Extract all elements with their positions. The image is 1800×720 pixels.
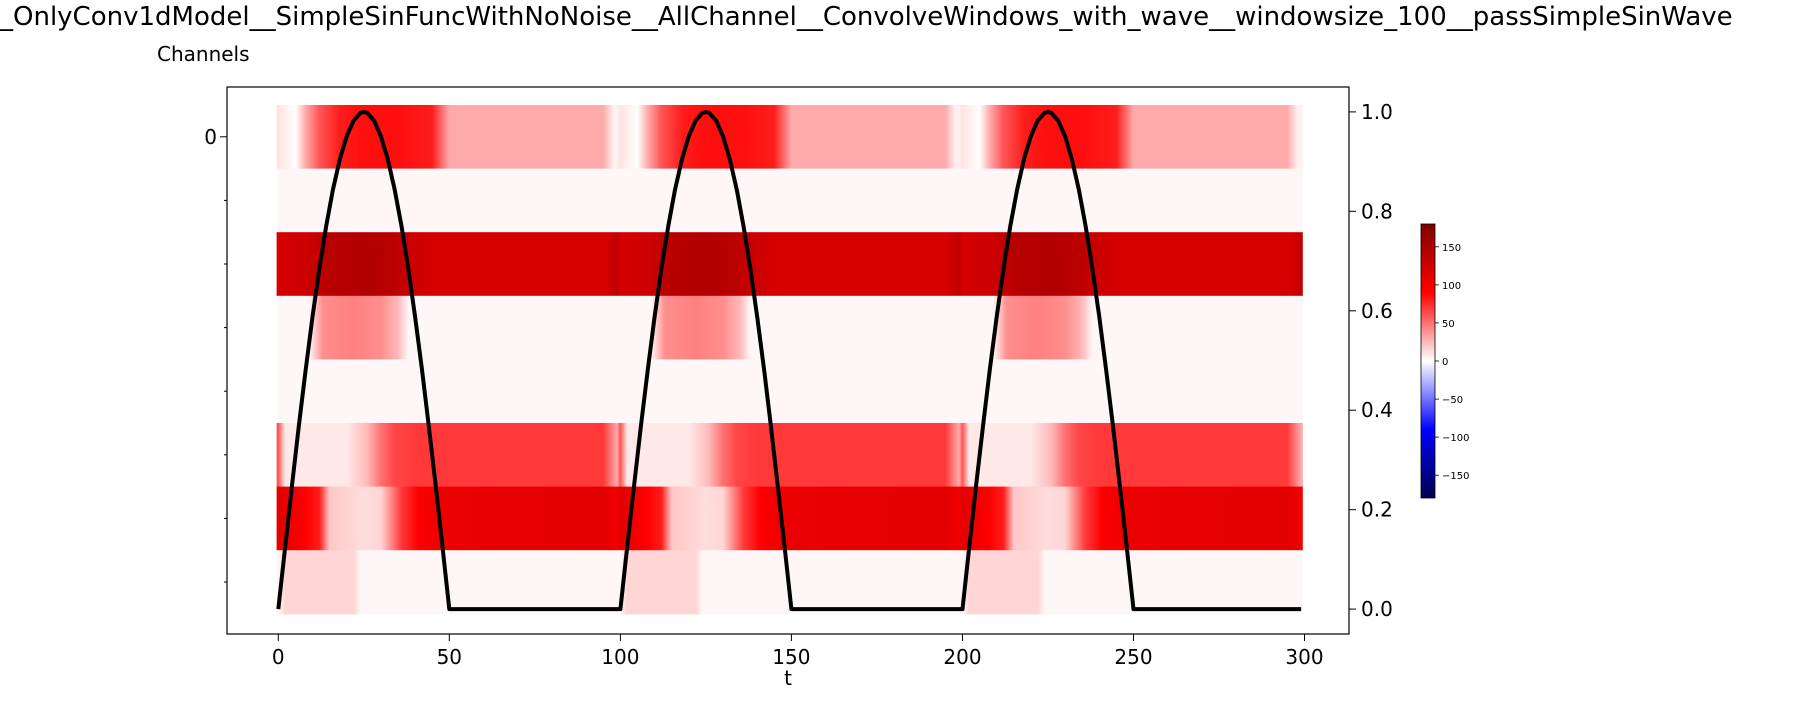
- colorbar-gradient: [1420, 223, 1436, 499]
- heatmap-band-channel-6: [276, 486, 1303, 551]
- y-axis-left: 0: [204, 125, 227, 583]
- x-tick-label: 250: [1114, 645, 1152, 669]
- heatmap-band-channel-3: [276, 295, 1303, 360]
- heatmap-band-channel-4: [276, 359, 1303, 424]
- colorbar-tick-label: −100: [1442, 433, 1469, 444]
- y2-tick-label: 0.2: [1361, 498, 1393, 522]
- x-tick-label: 200: [943, 645, 981, 669]
- colorbar-tick-label: 150: [1442, 243, 1461, 254]
- colorbar-tick-label: 0: [1442, 357, 1448, 368]
- y2-tick-label: 0.0: [1361, 597, 1393, 621]
- x-tick-label: 150: [772, 645, 810, 669]
- heatmap: [276, 105, 1303, 615]
- sine-wave-line: [276, 109, 1302, 612]
- x-axis: 0 50 100 150 200 250 300: [272, 634, 1324, 669]
- x-axis-label: t: [784, 666, 792, 690]
- colorbar-tick-label: −50: [1442, 395, 1463, 406]
- heatmap-band-channel-0: [276, 105, 1303, 170]
- y2-tick-label: 0.4: [1361, 398, 1393, 422]
- y2-tick-label: 0.6: [1361, 299, 1393, 323]
- sine-wave-series: [276, 109, 1302, 612]
- x-tick-label: 50: [437, 645, 462, 669]
- colorbar-tick-label: 100: [1442, 281, 1461, 292]
- y-tick-label: 0: [204, 125, 217, 149]
- colorbar: 150 100 50 0 −50 −100 −150: [1420, 223, 1469, 499]
- y-axis-label: Channels: [157, 42, 250, 66]
- x-tick-label: 0: [272, 645, 285, 669]
- y2-tick-label: 1.0: [1361, 100, 1393, 124]
- chart-title: _OnlyConv1dModel__SimpleSinFuncWithNoNoi…: [0, 2, 1733, 32]
- colorbar-tick-label: −150: [1442, 471, 1469, 482]
- heatmap-band-channel-5: [276, 423, 1303, 488]
- y2-tick-label: 0.8: [1361, 199, 1393, 223]
- x-tick-label: 300: [1285, 645, 1323, 669]
- heatmap-band-channel-1: [276, 168, 1303, 233]
- colorbar-tick-label: 50: [1442, 319, 1455, 330]
- y-axis-right: 0.0 0.2 0.4 0.6 0.8 1.0: [1349, 100, 1393, 621]
- plot-frame: [226, 86, 1350, 635]
- heatmap-band-channel-2: [276, 232, 1303, 297]
- x-tick-label: 100: [601, 645, 639, 669]
